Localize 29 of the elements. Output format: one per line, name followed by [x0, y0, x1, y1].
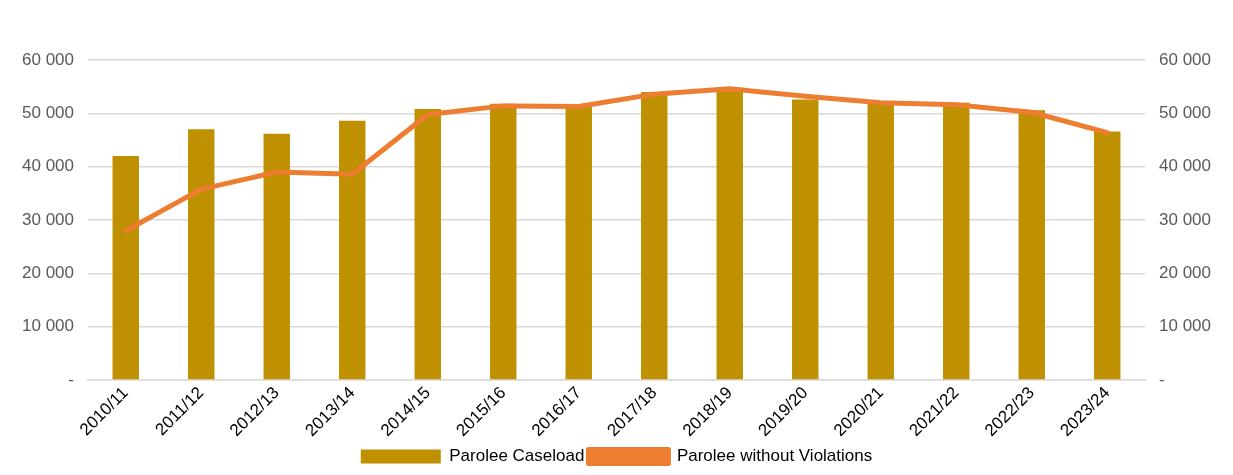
bar: [414, 109, 441, 380]
y2-tick-label: 50 000: [1159, 103, 1211, 123]
y2-tick-label: 40 000: [1159, 156, 1211, 176]
legend-label: Parolee without Violations: [676, 446, 873, 466]
bar: [112, 156, 139, 380]
bar: [1094, 131, 1121, 380]
bar: [188, 129, 215, 380]
y-tick-label: 20 000: [22, 263, 74, 283]
bar: [490, 103, 517, 380]
legend-label: Parolee Caseload: [449, 446, 585, 466]
bar: [867, 102, 894, 380]
bar: [339, 120, 366, 380]
y-tick-label: -: [68, 369, 74, 389]
bar: [263, 133, 290, 380]
bar: [943, 102, 970, 380]
y2-tick-label: 30 000: [1159, 209, 1211, 229]
y-tick-label: 50 000: [22, 103, 74, 123]
bar: [792, 99, 819, 380]
y-tick-label: 10 000: [22, 316, 74, 336]
y2-tick-label: 20 000: [1159, 263, 1211, 283]
y2-tick-label: -: [1159, 369, 1165, 389]
bar: [1018, 110, 1045, 380]
bar: [641, 92, 668, 380]
y-tick-label: 40 000: [22, 156, 74, 176]
y2-tick-label: 60 000: [1159, 49, 1211, 69]
y-tick-label: 30 000: [22, 209, 74, 229]
bar: [565, 106, 592, 380]
y2-tick-label: 10 000: [1159, 316, 1211, 336]
y-tick-label: 60 000: [22, 49, 74, 69]
